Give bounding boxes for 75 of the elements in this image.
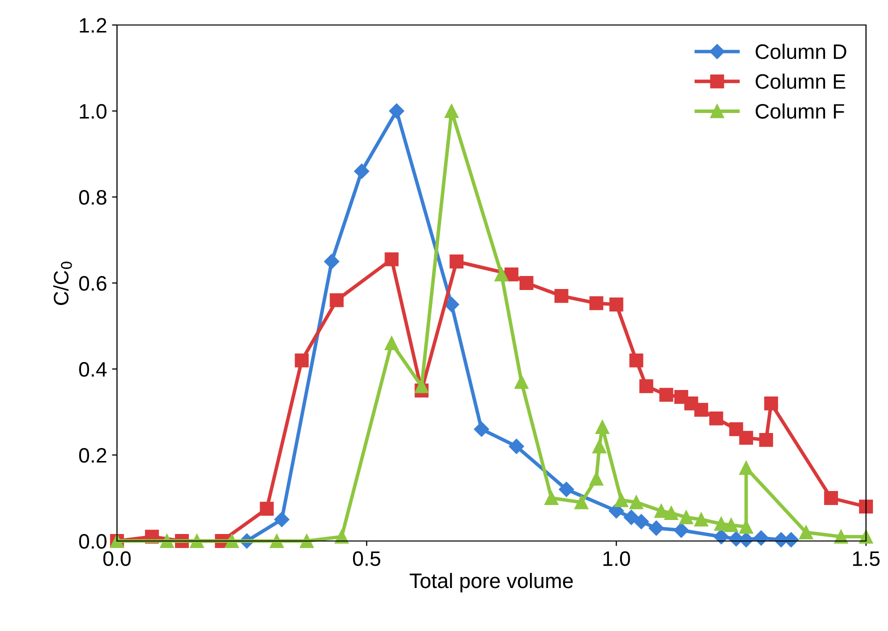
point (589, 296, 604, 310)
point (270, 534, 284, 548)
point (190, 534, 204, 548)
y-tick-label: 0.6 (79, 276, 106, 291)
legend-label: Column E (756, 74, 846, 89)
y-tick-label: 0.8 (79, 190, 106, 205)
point (554, 288, 568, 303)
x-tick-label: 1.5 (853, 551, 880, 566)
point (260, 502, 274, 516)
point (614, 493, 628, 508)
point (474, 422, 490, 437)
point (694, 402, 708, 417)
point (494, 267, 508, 282)
point (608, 503, 624, 518)
point (724, 518, 738, 532)
point (520, 276, 534, 290)
point (595, 420, 610, 434)
point (384, 336, 399, 350)
point (629, 495, 644, 510)
legend-label: Column F (756, 103, 844, 119)
point (514, 374, 528, 389)
point (389, 103, 404, 119)
point (709, 412, 724, 426)
point (654, 504, 668, 518)
point (764, 396, 778, 410)
x-tick-label: 0.0 (103, 551, 131, 566)
y-tick-label: 0.0 (79, 534, 106, 549)
point (300, 534, 314, 548)
point (592, 439, 606, 454)
point (799, 525, 814, 540)
point (450, 254, 464, 268)
point (574, 495, 588, 510)
point (648, 520, 664, 536)
point (414, 379, 429, 394)
point (759, 433, 774, 447)
point (589, 472, 604, 486)
point (384, 252, 399, 266)
x-axis-title: Total pore volume (410, 572, 573, 592)
point (714, 529, 729, 544)
point (629, 353, 644, 368)
y-tick-label: 0.4 (79, 362, 107, 377)
point (558, 482, 574, 497)
point (679, 510, 694, 524)
point (294, 353, 309, 368)
point (754, 530, 769, 546)
point (739, 460, 754, 475)
point (694, 512, 708, 526)
point (508, 438, 524, 454)
y-tick-label: 1.0 (80, 104, 106, 119)
point (324, 254, 340, 270)
legend-label: Column D (756, 44, 846, 60)
point (274, 512, 290, 528)
point (330, 293, 344, 308)
point (160, 534, 174, 548)
point (634, 514, 649, 530)
point (659, 388, 674, 402)
point (674, 522, 689, 538)
point (739, 430, 754, 445)
y-tick-label: 0.2 (79, 448, 106, 463)
point (859, 500, 873, 514)
y-tick-label: 1.2 (80, 18, 106, 33)
x-tick-label: 1.0 (603, 551, 630, 566)
point (544, 491, 558, 505)
x-tick-label: 0.5 (353, 551, 380, 566)
point (504, 267, 518, 282)
point (354, 164, 370, 179)
point (609, 298, 624, 312)
point (444, 104, 458, 118)
y-axis-title: C/C$_{0}$ (53, 262, 72, 305)
point (824, 491, 838, 505)
point (224, 534, 239, 548)
point (714, 516, 728, 531)
point (624, 510, 639, 525)
point (639, 379, 654, 394)
point (664, 506, 678, 520)
